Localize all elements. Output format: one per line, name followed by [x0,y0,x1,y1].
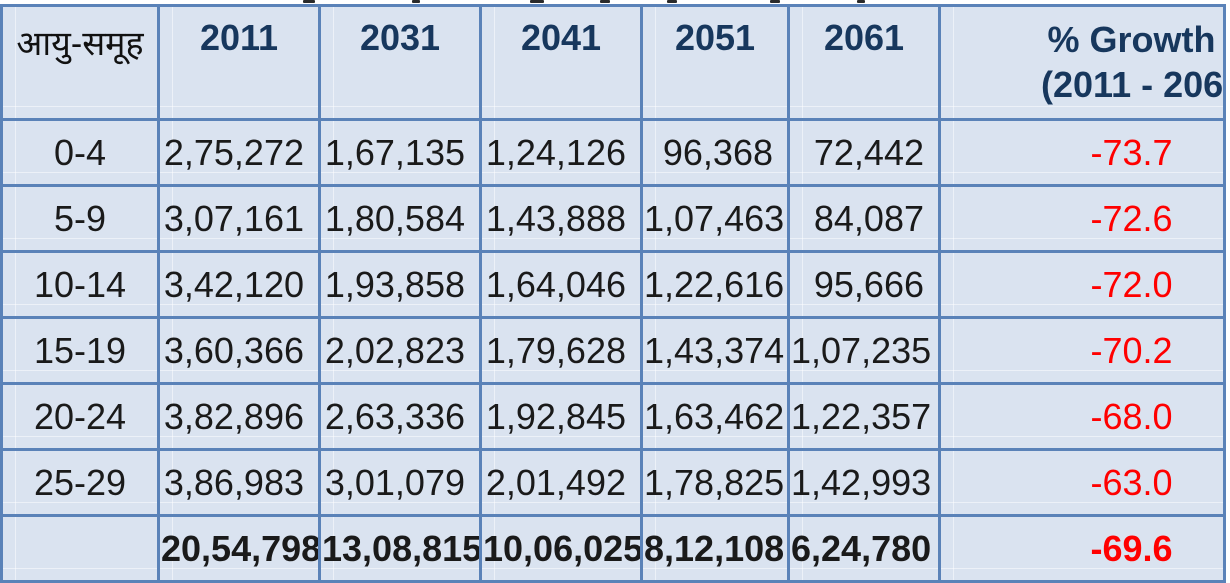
value-cell-2051: 1,43,374 [640,316,790,385]
table-row: 5-9 3,07,161 1,80,584 1,43,888 1,07,463 … [0,184,1226,253]
cut-off-text-fragment [303,0,315,3]
value-cell-2061: 84,087 [787,184,941,253]
cut-off-text-fragment [530,0,544,3]
growth-cell: -68.0 [938,382,1226,451]
total-row: 20,54,798 13,08,815 10,06,025 8,12,108 6… [0,514,1226,583]
age-group-column-header: आयु-समूह [0,4,160,121]
year-2061-header: 2061 [787,4,941,121]
value-cell-2051: 1,63,462 [640,382,790,451]
growth-cell: -70.2 [938,316,1226,385]
value-cell-2031: 2,63,336 [318,382,482,451]
table-row: 0-4 2,75,272 1,67,135 1,24,126 96,368 72… [0,118,1226,187]
table-row: 20-24 3,82,896 2,63,336 1,92,845 1,63,46… [0,382,1226,451]
value-cell-2031: 3,01,079 [318,448,482,517]
growth-cell: -63.0 [938,448,1226,517]
age-group-cell: 25-29 [0,448,160,517]
value-cell-2051: 96,368 [640,118,790,187]
year-2041-header: 2041 [479,4,643,121]
value-cell-2061: 95,666 [787,250,941,319]
total-cell-2041: 10,06,025 [479,514,643,583]
growth-cell: -72.6 [938,184,1226,253]
year-2011-header: 2011 [157,4,321,121]
percent-growth-header-line2: (2011 - 2061) [1041,64,1224,105]
total-cell-2051: 8,12,108 [640,514,790,583]
value-cell-2011: 3,86,983 [157,448,321,517]
total-cell-2061: 6,24,780 [787,514,941,583]
cut-off-text-fragment [857,0,865,3]
population-projection-table: आयु-समूह 2011 2031 2041 2051 2061 % Grow… [0,4,1226,583]
cut-off-text-fragment [600,0,610,3]
age-group-cell: 20-24 [0,382,160,451]
value-cell-2011: 3,82,896 [157,382,321,451]
value-cell-2061: 1,22,357 [787,382,941,451]
value-cell-2051: 1,07,463 [640,184,790,253]
value-cell-2061: 1,42,993 [787,448,941,517]
growth-cell: -72.0 [938,250,1226,319]
value-cell-2011: 3,07,161 [157,184,321,253]
value-cell-2041: 1,64,046 [479,250,643,319]
table-row: 25-29 3,86,983 3,01,079 2,01,492 1,78,82… [0,448,1226,517]
table-row: 15-19 3,60,366 2,02,823 1,79,628 1,43,37… [0,316,1226,385]
year-2031-header: 2031 [318,4,482,121]
growth-cell: -73.7 [938,118,1226,187]
value-cell-2041: 1,79,628 [479,316,643,385]
cut-off-text-fragment [770,0,780,3]
value-cell-2041: 1,92,845 [479,382,643,451]
table-row: 10-14 3,42,120 1,93,858 1,64,046 1,22,61… [0,250,1226,319]
value-cell-2061: 1,07,235 [787,316,941,385]
age-group-cell: 5-9 [0,184,160,253]
percent-growth-header-line1: % Growth [1047,19,1216,60]
value-cell-2031: 1,93,858 [318,250,482,319]
total-growth-cell: -69.6 [938,514,1226,583]
value-cell-2051: 1,78,825 [640,448,790,517]
cropped-title-fragments [0,0,1230,4]
total-label-cell [0,514,160,583]
value-cell-2051: 1,22,616 [640,250,790,319]
value-cell-2061: 72,442 [787,118,941,187]
cut-off-text-fragment [412,0,420,3]
value-cell-2031: 2,02,823 [318,316,482,385]
header-row: आयु-समूह 2011 2031 2041 2051 2061 % Grow… [0,4,1226,121]
value-cell-2031: 1,80,584 [318,184,482,253]
value-cell-2031: 1,67,135 [318,118,482,187]
value-cell-2041: 1,24,126 [479,118,643,187]
age-group-cell: 15-19 [0,316,160,385]
age-group-cell: 0-4 [0,118,160,187]
value-cell-2011: 3,60,366 [157,316,321,385]
cut-off-text-fragment [667,0,677,3]
year-2051-header: 2051 [640,4,790,121]
value-cell-2011: 2,75,272 [157,118,321,187]
value-cell-2041: 1,43,888 [479,184,643,253]
percent-growth-header: % Growth (2011 - 2061) [938,4,1226,121]
total-cell-2011: 20,54,798 [157,514,321,583]
age-group-cell: 10-14 [0,250,160,319]
value-cell-2011: 3,42,120 [157,250,321,319]
total-cell-2031: 13,08,815 [318,514,482,583]
value-cell-2041: 2,01,492 [479,448,643,517]
